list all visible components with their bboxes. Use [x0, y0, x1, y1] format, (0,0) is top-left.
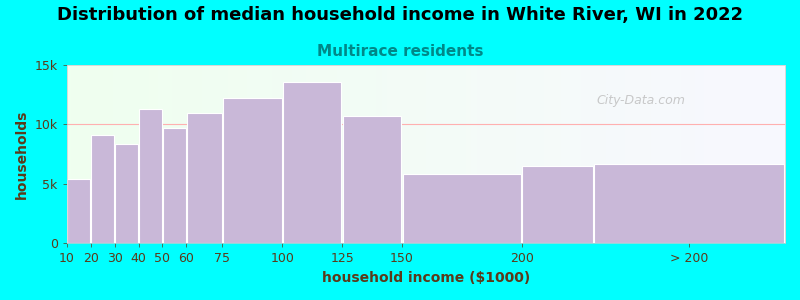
Bar — [139, 109, 162, 243]
Bar — [91, 135, 114, 243]
Bar — [187, 112, 222, 243]
Text: Multirace residents: Multirace residents — [317, 44, 483, 59]
Text: Distribution of median household income in White River, WI in 2022: Distribution of median household income … — [57, 6, 743, 24]
Bar — [67, 179, 90, 243]
Bar — [223, 98, 282, 243]
Bar — [115, 143, 138, 243]
X-axis label: household income ($1000): household income ($1000) — [322, 271, 530, 285]
Bar — [282, 82, 342, 243]
Text: City-Data.com: City-Data.com — [597, 94, 686, 107]
Bar — [342, 116, 402, 243]
Bar — [402, 174, 521, 243]
Bar — [522, 166, 593, 243]
Bar — [163, 128, 186, 243]
Y-axis label: households: households — [15, 110, 29, 199]
Bar — [594, 164, 785, 243]
